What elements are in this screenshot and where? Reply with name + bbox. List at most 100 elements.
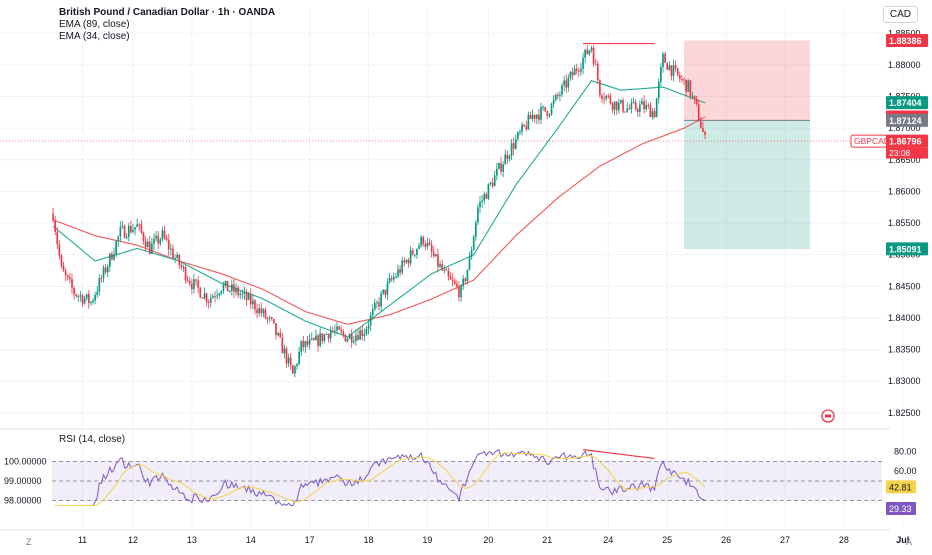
candle-up [405,260,408,263]
candle-up [426,242,429,247]
price-tick: 1.82500 [888,408,921,418]
candle-up [247,293,250,300]
candle-down [342,331,345,335]
price-tick: 1.84000 [888,313,921,323]
candle-up [174,257,176,259]
candle-down [52,213,54,221]
candle-down [279,332,282,338]
candle-down [441,264,443,271]
candle-up [151,243,153,254]
ema89-legend[interactable]: EMA (89, close) [59,19,130,30]
time-tick: 27 [780,535,790,545]
candle-up [474,222,477,237]
candle-down [575,68,578,71]
candle-down [649,105,652,118]
candle-down [700,121,702,128]
candle-up [371,309,374,316]
candle-up [258,308,261,314]
candle-up [668,65,671,70]
time-tick: 25 [662,535,672,545]
candle-up [687,80,690,92]
candle-down [647,104,650,106]
candle-up [632,102,635,104]
candle-down [199,287,202,298]
candle-up [323,334,326,342]
price-axis: 1.82500 1.83000 1.83500 1.84000 1.84500 1.850… [886,28,928,515]
candle-down [62,266,65,272]
candle-up [146,241,149,248]
candle-down [71,279,73,288]
candle-up [613,101,616,110]
candle-down [123,226,126,238]
candle-up [355,335,357,341]
candle-down [313,338,315,341]
price-label: 1.87404 [889,98,922,108]
candle-up [304,341,307,348]
candle-up [672,65,675,77]
candle-down [611,103,614,110]
auto-scale-icon[interactable]: A [906,537,913,547]
candle-up [498,162,500,169]
candle-up [542,106,544,108]
candle-down [60,255,63,267]
currency-button[interactable]: CAD [882,6,918,23]
candle-down [437,254,439,267]
candle-down [430,244,433,252]
candle-up [466,269,469,282]
ema89-line [52,116,706,325]
candle-up [169,248,172,250]
time-axis: 1112131417181920212425262728Jul345 [0,529,909,545]
price-tick: 1.88500 [888,28,921,38]
candle-down [306,341,309,345]
candle-down [596,63,599,80]
candle-down [571,72,574,76]
candle-up [552,99,555,104]
price-tick: 1.86500 [888,155,921,165]
candle-down [674,65,677,69]
candle-down [302,340,305,348]
candle-down [666,62,669,70]
candle-up [325,334,328,336]
candle-up [479,201,481,208]
candle-down [594,63,597,65]
candle-down [399,269,401,273]
candle-up [262,309,265,314]
candle-down [64,271,67,276]
candle-up [535,114,538,119]
candle-down [607,95,610,97]
rsi-value-bg [886,480,916,494]
candle-up [382,289,385,294]
candle-down [275,323,277,336]
candle-up [125,237,128,239]
candle-down [338,326,340,330]
candle-up [504,154,507,165]
candle-down [331,331,334,333]
ema34-legend[interactable]: EMA (34, close) [59,31,130,42]
candle-down [226,281,229,292]
candle-up [521,124,523,132]
candle-up [472,236,475,251]
rsi-legend[interactable]: RSI (14, close) [59,434,126,445]
price-label: 1.87124 [889,116,922,126]
candle-up [561,85,563,95]
candle-down [188,280,191,284]
candle-up [102,267,105,279]
candle-down [529,114,532,119]
candle-down [260,308,263,314]
candle-down [556,94,559,96]
candle-up [346,338,349,342]
candle-up [569,72,572,78]
price-tick: 1.84500 [888,281,921,291]
candle-down [184,266,187,281]
candle-up [239,294,242,296]
time-tick: 14 [246,535,256,545]
candle-down [207,302,210,304]
candle-down [270,317,273,320]
candle-down [142,232,145,242]
candle-up [308,339,311,345]
timezone-icon[interactable]: Z [26,537,32,547]
candle-down [138,224,141,226]
candle-up [83,298,86,304]
